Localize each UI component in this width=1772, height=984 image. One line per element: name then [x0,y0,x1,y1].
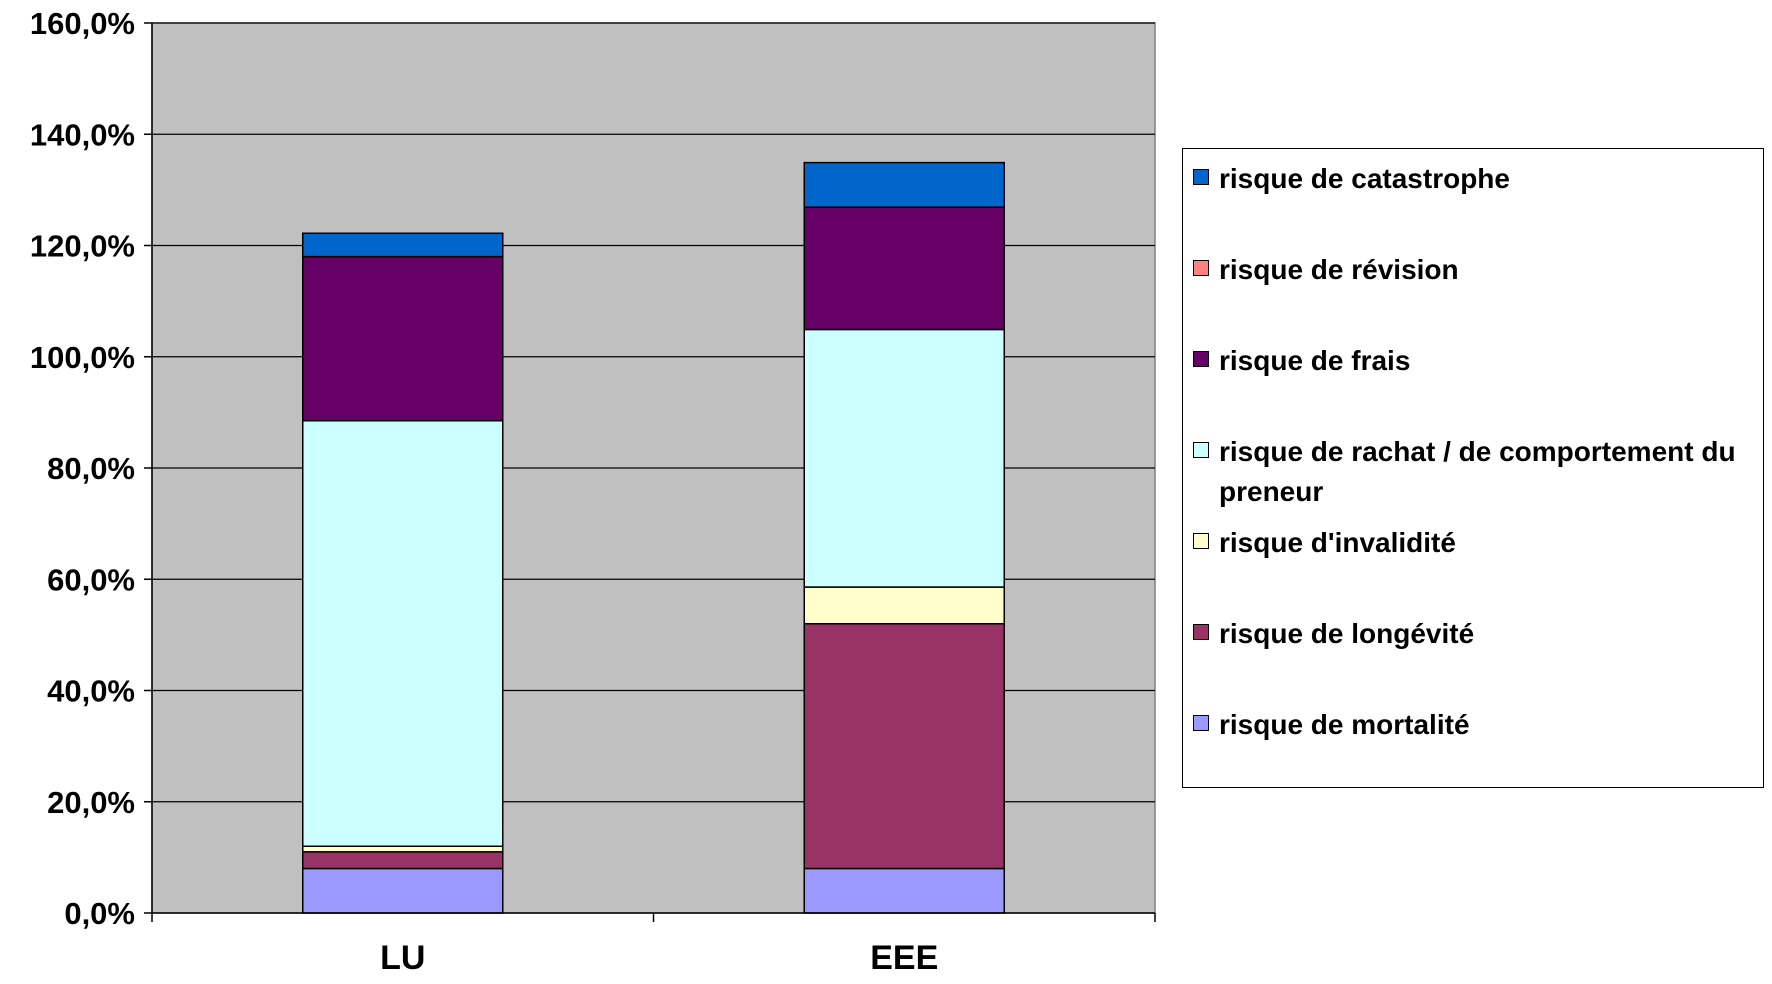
y-tick-label: 100,0% [30,340,135,375]
legend-item: risque de longévité [1193,614,1763,654]
x-category-label: LU [380,939,425,977]
bar-segment [803,161,1005,208]
bar-segment [302,867,504,914]
legend-item: risque de révision [1193,250,1763,290]
legend-label: risque de mortalité [1219,709,1470,740]
y-tick-label: 40,0% [47,674,135,709]
legend-label: risque de catastrophe [1219,163,1510,194]
bar-segment [302,255,504,422]
legend-label: risque de frais [1219,345,1411,376]
x-axis-category-labels: LU EEE [380,939,938,977]
y-tick-label: 20,0% [47,785,135,820]
legend-item: risque de frais [1193,341,1763,381]
y-tick-label: 60,0% [47,562,135,597]
legend-swatch [1193,442,1209,458]
legend-item: risque de catastrophe [1193,159,1763,199]
legend-label: risque de révision [1219,254,1459,285]
legend-label: risque de rachat / de comportement du pr… [1219,436,1736,507]
legend-swatch [1193,169,1209,185]
legend-item: risque d'invalidité [1193,523,1763,563]
y-tick-label: 120,0% [30,229,135,264]
bar-segment [803,586,1005,625]
y-tick-label: 0,0% [64,896,135,931]
bar-segment [803,867,1005,914]
axes [144,22,1156,922]
bar-segment [302,232,504,258]
bar-segment [803,328,1005,588]
legend-label: risque de longévité [1219,618,1475,649]
bar-segment [803,206,1005,331]
legend-swatch [1193,624,1209,640]
bar-segment [803,623,1005,870]
y-tick-label: 160,0% [30,6,135,41]
legend: risque de catastrophe risque de révision r… [1182,148,1764,788]
y-tick-label: 140,0% [30,117,135,152]
bar-segment [302,419,504,847]
legend-item: risque de mortalité [1193,705,1763,745]
y-tick-label: 80,0% [47,451,135,486]
legend-label: risque d'invalidité [1219,527,1456,558]
y-axis-tick-labels: 0,0% 20,0% 40,0% 60,0% 80,0% 100,0% 120,0% 140,… [30,6,135,931]
x-category-label: EEE [870,939,938,977]
legend-swatch [1193,260,1209,276]
legend-item: risque de rachat / de comportement du pr… [1193,432,1763,512]
legend-swatch [1193,533,1209,549]
legend-swatch [1193,351,1209,367]
legend-swatch [1193,715,1209,731]
bar-segment [302,851,504,870]
bar-segment [302,845,504,853]
bars [302,161,1005,914]
